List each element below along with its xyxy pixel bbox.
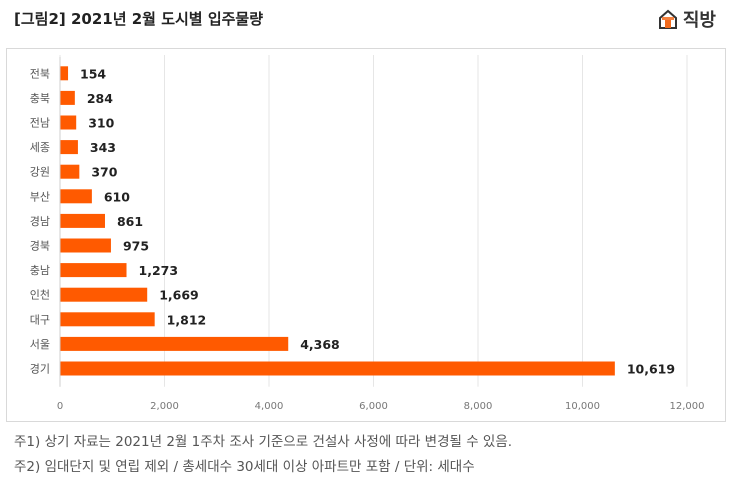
category-label: 전북	[30, 67, 50, 80]
bar	[60, 263, 127, 278]
bar	[60, 312, 155, 327]
category-label: 전남	[30, 117, 50, 130]
footnote-1: 주1) 상기 자료는 2021년 2월 1주차 조사 기준으로 건설사 사정에 …	[14, 434, 513, 450]
brand-name: 직방	[682, 10, 716, 31]
category-label: 충북	[30, 92, 50, 105]
category-label: 강원	[30, 166, 50, 179]
category-label: 충남	[30, 264, 50, 277]
data-label: 4,368	[300, 337, 340, 352]
x-tick-label: 10,000	[565, 401, 600, 412]
category-label: 경남	[30, 215, 50, 228]
x-tick-label: 4,000	[255, 401, 284, 412]
data-label: 370	[91, 165, 117, 180]
data-label: 975	[123, 239, 149, 254]
x-tick-label: 12,000	[670, 401, 705, 412]
data-label: 861	[117, 214, 143, 229]
bar	[60, 90, 75, 105]
category-label: 경기	[30, 363, 50, 376]
brand-logo: 직방	[657, 6, 716, 32]
data-label: 310	[88, 116, 114, 131]
data-label: 1,669	[159, 288, 199, 303]
category-label: 부산	[30, 190, 50, 203]
bar	[60, 140, 78, 155]
bar	[60, 361, 615, 376]
x-tick-label: 2,000	[150, 401, 179, 412]
chart-area: 0 2,000 4,000 6,000 8,000 10,000 12,000 전북 154 충북…	[6, 48, 726, 422]
data-label: 343	[90, 140, 116, 155]
bar-chart: 0 2,000 4,000 6,000 8,000 10,000 12,000 전북 154 충북…	[30, 55, 705, 412]
bar	[60, 115, 77, 130]
data-label: 1,812	[167, 312, 207, 327]
bar	[60, 164, 80, 179]
x-tick-label: 6,000	[359, 401, 388, 412]
x-tick-label: 8,000	[464, 401, 493, 412]
data-label: 10,619	[627, 362, 675, 377]
data-label: 154	[80, 66, 106, 81]
bar	[60, 287, 148, 302]
category-label: 서울	[30, 338, 50, 351]
x-tick-label: 0	[57, 401, 63, 412]
category-label: 세종	[30, 141, 50, 154]
data-label: 610	[104, 189, 130, 204]
bar	[60, 189, 92, 204]
bar	[60, 336, 289, 351]
bar	[60, 238, 111, 253]
chart-title: [그림2] 2021년 2월 도시별 입주물량	[14, 10, 264, 28]
category-label: 대구	[30, 313, 50, 326]
house-icon	[658, 9, 677, 29]
data-label: 284	[87, 91, 113, 106]
bar	[60, 66, 69, 81]
category-label: 인천	[30, 288, 50, 302]
category-label: 경북	[30, 240, 50, 253]
footnote-2: 주2) 임대단지 및 연립 제외 / 총세대수 30세대 이상 아파트만 포함 …	[14, 459, 475, 475]
bar	[60, 213, 105, 228]
data-label: 1,273	[139, 263, 179, 278]
